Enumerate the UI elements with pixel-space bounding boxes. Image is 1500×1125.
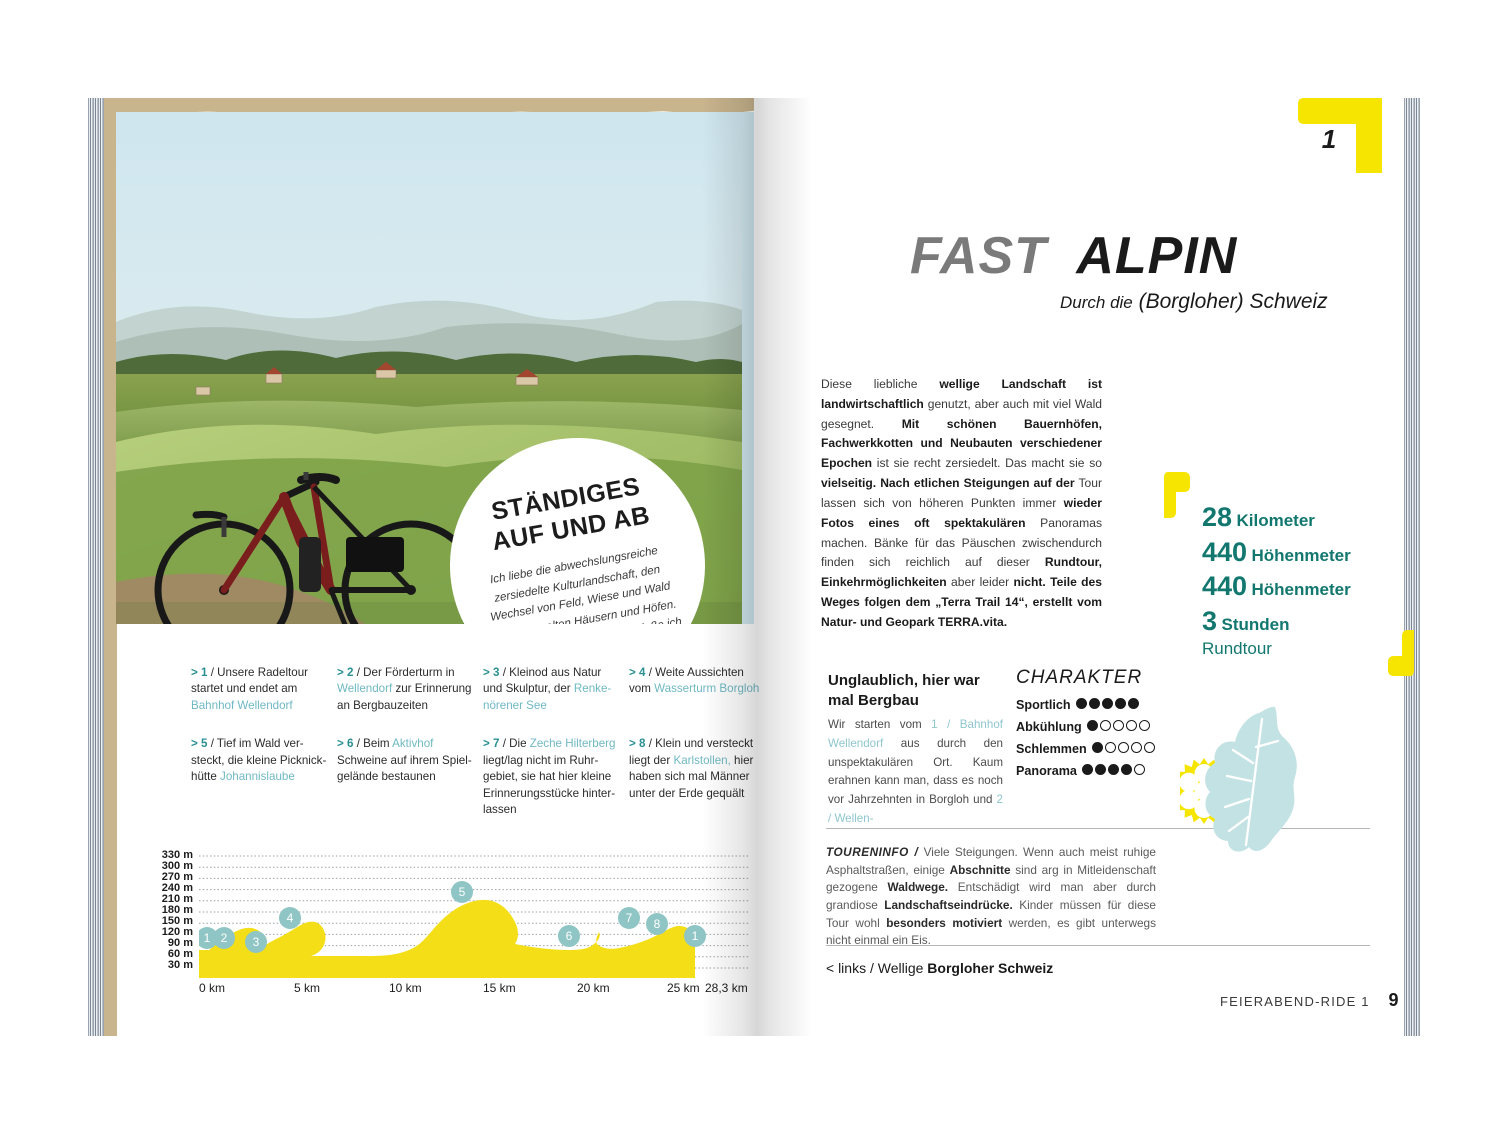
svg-text:25 km: 25 km [667,981,700,995]
svg-text:15 km: 15 km [483,981,516,995]
svg-text:5 km: 5 km [294,981,320,995]
svg-text:5: 5 [459,885,466,899]
svg-text:1: 1 [204,931,211,945]
svg-text:20 km: 20 km [577,981,610,995]
svg-text:1: 1 [692,929,699,943]
svg-text:2: 2 [221,931,228,945]
svg-text:8: 8 [654,917,661,931]
svg-text:3: 3 [253,935,260,949]
svg-text:6: 6 [566,929,573,943]
svg-text:7: 7 [626,911,633,925]
svg-text:4: 4 [287,911,294,925]
svg-text:10 km: 10 km [389,981,422,995]
svg-text:0 km: 0 km [199,981,225,995]
svg-text:28,3 km: 28,3 km [705,981,748,995]
